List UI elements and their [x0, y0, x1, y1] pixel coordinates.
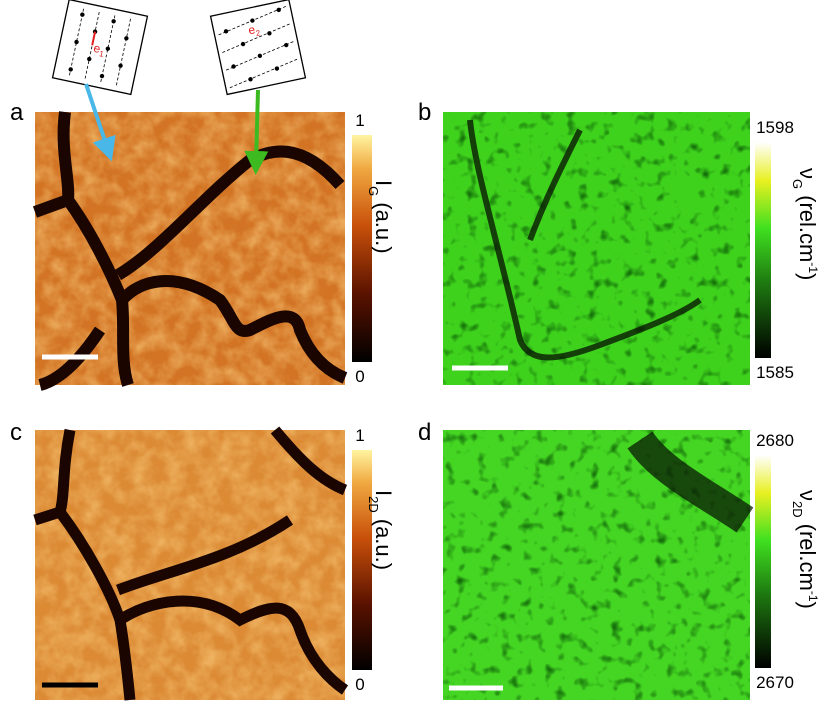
label-part: G [790, 179, 805, 189]
colorbar-tick-label: 2680 [756, 431, 794, 450]
colorbar-tick-label: 1585 [756, 363, 794, 382]
label-part: -1 [806, 262, 820, 273]
colorbar-tick-label: 2670 [756, 673, 794, 692]
map-d [443, 430, 754, 700]
arrow [84, 83, 116, 162]
colorbar-tick-label: 0 [355, 675, 364, 694]
label-part: (rel.cm [795, 195, 820, 262]
colorbar [352, 450, 372, 670]
label-part: 2D [790, 501, 805, 518]
label-part: ν [795, 490, 820, 501]
label-part: (a.u.) [371, 519, 396, 570]
colorbar-label: I2D (a.u.) [366, 490, 396, 570]
label-part: ) [795, 602, 820, 609]
colorbar-label: IG (a.u.) [366, 180, 396, 254]
colorbar-label: ν2D (rel.cm-1) [790, 490, 820, 609]
label-part: ) [795, 273, 820, 280]
colorbar [755, 142, 771, 358]
label-part: (a.u.) [371, 202, 396, 253]
inset-2: e2 [209, 0, 307, 96]
map-b [443, 112, 750, 385]
label-part: I [371, 180, 396, 186]
inset-label: e2 [247, 21, 262, 39]
map-c [33, 426, 349, 701]
colorbar-tick-label: 1 [355, 426, 364, 445]
map-a [32, 111, 348, 391]
label-part: ν [795, 168, 820, 179]
colorbar-label: νG (rel.cm-1) [790, 168, 820, 280]
inset-1: e1 [51, 0, 149, 96]
label-part: -1 [806, 591, 820, 602]
panel-label: b [418, 99, 431, 126]
label-part: G [366, 186, 381, 196]
label-part: (rel.cm [795, 524, 820, 591]
panel-label: a [10, 99, 24, 126]
colorbar-tick-label: 0 [355, 367, 364, 386]
arrow [244, 89, 269, 175]
panel-label: d [418, 419, 431, 446]
panel-label: c [10, 419, 22, 446]
colorbar [755, 455, 771, 668]
inset-label: e1 [92, 41, 107, 59]
colorbar [352, 135, 372, 362]
colorbar-tick-label: 1598 [756, 118, 794, 137]
label-part: I [371, 490, 396, 496]
colorbar-tick-label: 1 [355, 111, 364, 130]
label-part: 2D [366, 496, 381, 513]
